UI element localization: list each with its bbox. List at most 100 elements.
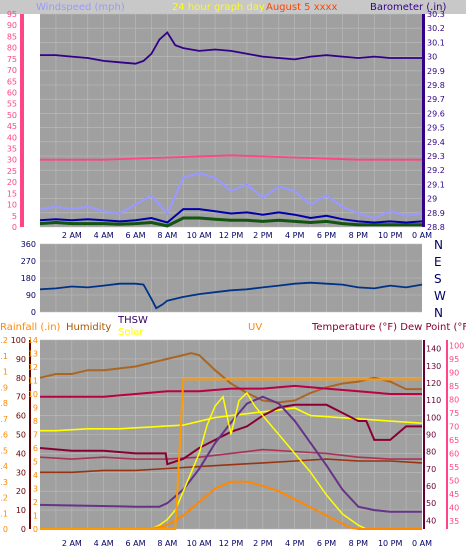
thsw-tick-label: 70 xyxy=(426,465,436,474)
wind-direction-series xyxy=(39,281,423,310)
barometer-axis-ticks: 28.8 28.9 29 29.1 29.2 29.3 29.4 29.5 29.6 29.7 29… xyxy=(422,10,445,232)
series-line xyxy=(39,395,422,513)
windspeed-axis-bar xyxy=(20,14,24,227)
windspeed-tick-label: 15 xyxy=(7,189,17,198)
uv-tick-label: 4 xyxy=(33,471,38,480)
rain-tick-label: 0.9 xyxy=(0,383,8,392)
barometer-tick-label: 29 xyxy=(427,195,437,204)
wind-baro-x-ticks: 2 AM 4 AM 6 AM 8 AM 10 AM 12 PM 2 PM 4 PM 6 PM 8 … xyxy=(62,231,432,240)
temp_thsw-axis-bar xyxy=(423,340,425,529)
compass-letter: E xyxy=(434,255,442,269)
barometer-tick-label: 29.3 xyxy=(427,152,445,161)
x-tick-label: 4 PM xyxy=(285,231,304,240)
wind-gust-line xyxy=(39,172,423,220)
uv-tick-label: 13 xyxy=(28,350,38,359)
barometer-line xyxy=(40,31,422,65)
temp-solar-x-ticks: 2 AM 4 AM 6 AM 8 AM 10 AM 12 PM 2 PM 4 PM 6 PM 8 … xyxy=(62,539,432,548)
temp-solar-axes: 00.10.20.30.40.50.60.70.80.911.11.201020… xyxy=(0,336,464,534)
wind-direction-line xyxy=(39,281,423,310)
direction-tick-label: 180 xyxy=(21,274,36,283)
humidity-axis-label: Humidity xyxy=(66,322,111,333)
uv-tick-label: 0 xyxy=(33,525,38,534)
barometer-tick-label: 30.3 xyxy=(427,10,445,19)
uv-tick-label: 8 xyxy=(33,417,38,426)
x-tick-label: 6 AM xyxy=(125,539,145,548)
windspeed-tick-label: 30 xyxy=(7,156,17,165)
uv-tick-label: 2 xyxy=(33,498,38,507)
x-tick-label: 2 AM xyxy=(62,539,82,548)
windspeed-tick-label: 5 xyxy=(12,212,17,221)
thsw-tick-label: 90 xyxy=(426,431,436,440)
windspeed-tick-label: 10 xyxy=(7,201,17,210)
uv-tick-label: 14 xyxy=(28,336,38,345)
compass-letter: N xyxy=(434,238,443,252)
compass-letter: S xyxy=(434,272,442,286)
x-tick-label: 4 AM xyxy=(94,539,114,548)
temp-solar-series xyxy=(39,352,423,530)
x-tick-label: 12 PM xyxy=(219,231,244,240)
rainfall-axis-label: Rainfall (.in) xyxy=(0,322,61,333)
barometer-tick-label: 29.8 xyxy=(427,81,445,90)
rain-tick-label: 0.8 xyxy=(0,399,8,408)
temp-tick-label: 75 xyxy=(449,409,459,418)
humidity-axis-bar xyxy=(29,340,31,529)
x-tick-label: 0 AM xyxy=(412,539,432,548)
windspeed-tick-label: 70 xyxy=(7,66,17,75)
humidity-tick-label: 90 xyxy=(16,355,26,364)
windspeed-tick-label: 35 xyxy=(7,145,17,154)
rain-tick-label: 0 xyxy=(3,525,8,534)
windspeed-tick-label: 45 xyxy=(7,122,17,131)
temp-tick-label: 60 xyxy=(449,449,459,458)
rain-tick-label: 0.2 xyxy=(0,494,8,503)
rain-tick-label: 1.1 xyxy=(0,352,8,361)
thsw-tick-label: 80 xyxy=(426,448,436,457)
windspeed-tick-label: 90 xyxy=(7,21,17,30)
uv-tick-label: 3 xyxy=(33,485,38,494)
temp-tick-label: 45 xyxy=(449,490,459,499)
direction-tick-label: 360 xyxy=(21,240,36,249)
windspeed-tick-label: 20 xyxy=(7,178,17,187)
humidity-tick-label: 20 xyxy=(16,487,26,496)
uv-tick-label: 9 xyxy=(33,404,38,413)
temp-tick-label: 85 xyxy=(449,382,459,391)
barometer-axis-bar xyxy=(422,14,425,227)
windspeed-axis-label: Windspeed (mph) xyxy=(36,2,125,13)
x-tick-label: 6 AM xyxy=(125,231,145,240)
temp-tick-label: 40 xyxy=(449,503,459,512)
x-tick-label: 10 PM xyxy=(378,539,403,548)
compass-letter: W xyxy=(434,289,446,303)
rain-tick-label: 0.1 xyxy=(0,509,8,518)
compass-letter: N xyxy=(434,306,443,320)
series-red-mid xyxy=(39,448,422,460)
temp-tick-label: 70 xyxy=(449,422,459,431)
solar-axis-label: Solar xyxy=(118,327,144,338)
barometer-tick-label: 29.7 xyxy=(427,95,445,104)
temp-tick-label: 50 xyxy=(449,476,459,485)
barometer-tick-label: 29.9 xyxy=(427,67,445,76)
windspeed-ref-line xyxy=(40,154,422,161)
chart-title: 24 hour graph day xyxy=(172,2,265,13)
thsw-tick-label: 100 xyxy=(426,413,441,422)
x-tick-label: 2 AM xyxy=(62,231,82,240)
rain-tick-label: 0.6 xyxy=(0,431,8,440)
temp-tick-label: 90 xyxy=(449,368,459,377)
rain-tick-label: 1 xyxy=(3,368,8,377)
thsw-tick-label: 130 xyxy=(426,362,441,371)
thsw-tick-label: 40 xyxy=(426,516,436,525)
temp-tick-label: 65 xyxy=(449,436,459,445)
temp-tick-label: 95 xyxy=(449,355,459,364)
wind-baro-grid xyxy=(40,13,422,228)
windspeed-tick-label: 55 xyxy=(7,100,17,109)
windspeed-tick-label: 95 xyxy=(7,10,17,19)
x-tick-label: 10 PM xyxy=(378,231,403,240)
x-tick-label: 8 AM xyxy=(157,231,177,240)
uv-tick-label: 11 xyxy=(28,377,38,386)
direction-tick-label: 90 xyxy=(26,291,36,300)
temp_dew-axis-bar xyxy=(446,340,448,529)
barometer-tick-label: 29.1 xyxy=(427,180,445,189)
x-tick-label: 8 PM xyxy=(349,231,368,240)
thsw-tick-label: 120 xyxy=(426,379,441,388)
humidity-tick-label: 80 xyxy=(16,374,26,383)
